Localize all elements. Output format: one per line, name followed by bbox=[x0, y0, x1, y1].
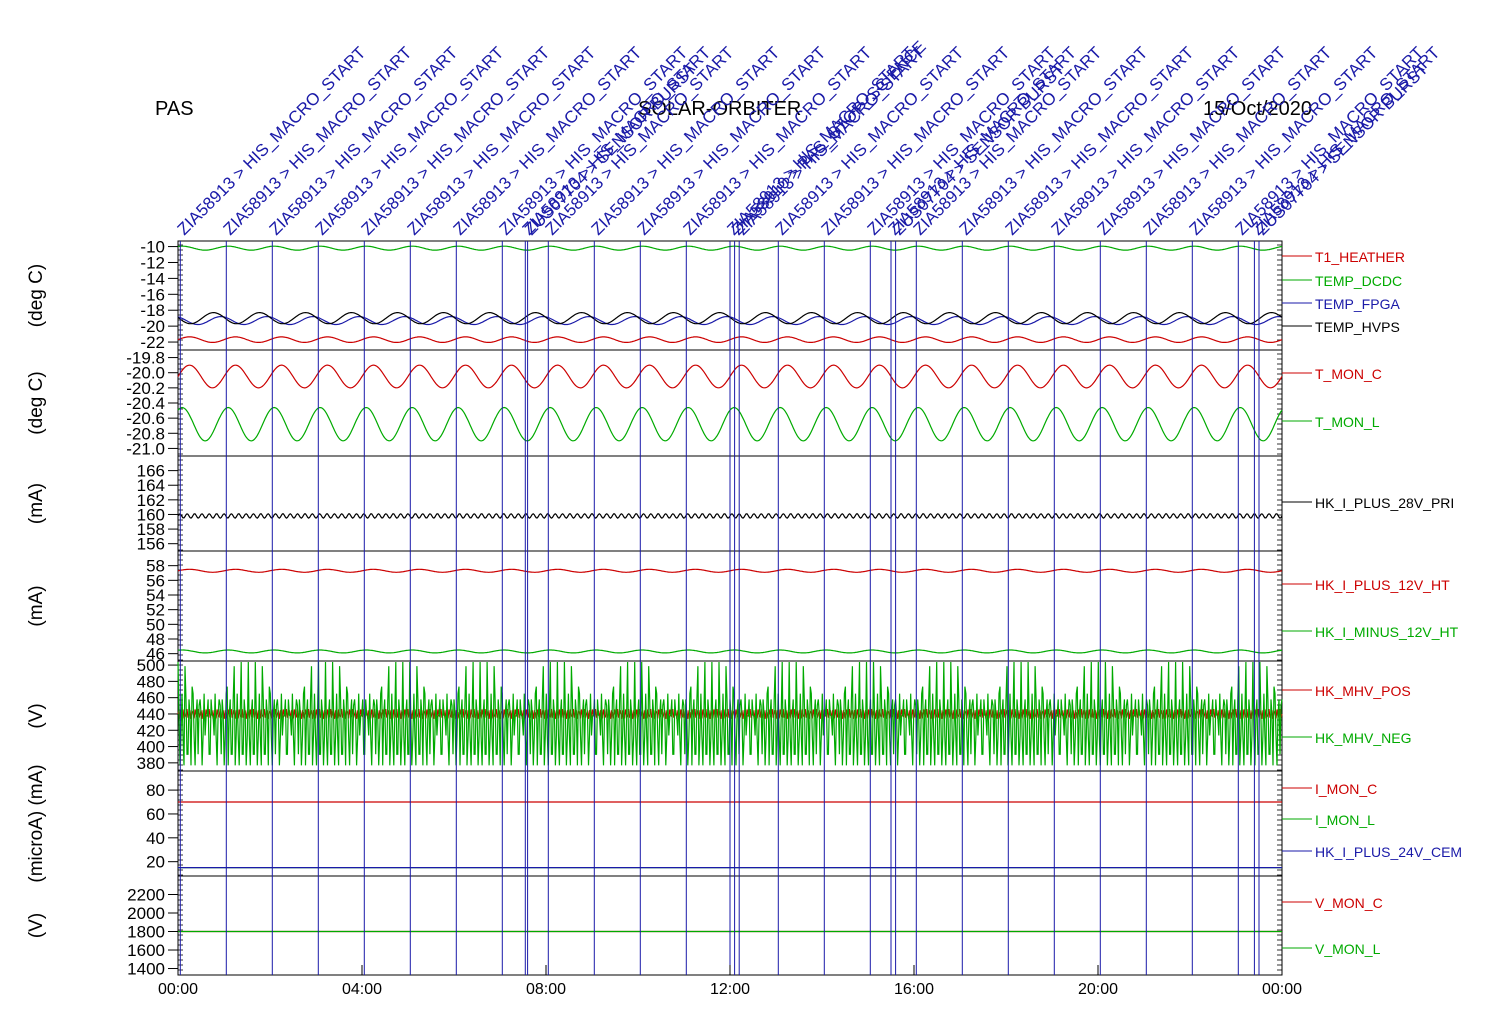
legend-label: TEMP_HVPS bbox=[1315, 319, 1400, 335]
y-tick-label: -18 bbox=[140, 301, 165, 320]
y-axis-label: (microA) (mA) bbox=[26, 764, 47, 882]
y-tick-label: -20.4 bbox=[126, 394, 165, 413]
x-tick-label: 20:00 bbox=[1078, 981, 1118, 998]
y-axis-label: (V) bbox=[26, 913, 47, 938]
y-axis-label: (V) bbox=[26, 703, 47, 728]
y-tick-label: 160 bbox=[137, 505, 165, 524]
legend-label: V_MON_C bbox=[1315, 895, 1383, 911]
x-tick-label: 12:00 bbox=[710, 981, 750, 998]
y-tick-label: -21.0 bbox=[126, 439, 165, 458]
y-tick-label: -16 bbox=[140, 285, 165, 304]
y-tick-label: 164 bbox=[137, 476, 165, 495]
y-axis-label: (mA) bbox=[26, 483, 47, 524]
panel-1: -10-12-14-16-18-20-22 (deg C) T1_HEATHER TE… bbox=[26, 238, 1405, 352]
y-axis-label: (deg C) bbox=[26, 371, 47, 434]
y-tick-label: 480 bbox=[137, 672, 165, 691]
y-tick-label: 2000 bbox=[127, 904, 165, 923]
y-tick-label: -12 bbox=[140, 253, 165, 272]
y-tick-label: 400 bbox=[137, 738, 165, 757]
y-tick-label: 156 bbox=[137, 535, 165, 554]
y-tick-label: -19.8 bbox=[126, 349, 165, 368]
legend-label: V_MON_L bbox=[1315, 941, 1381, 957]
y-tick-label: 80 bbox=[146, 781, 165, 800]
x-tick-label: 00:00 bbox=[1262, 981, 1302, 998]
y-tick-label: 2200 bbox=[127, 886, 165, 905]
legend-label: TEMP_FPGA bbox=[1315, 296, 1400, 312]
y-tick-label: 162 bbox=[137, 491, 165, 510]
legend-label: I_MON_L bbox=[1315, 812, 1375, 828]
legend-label: HK_MHV_NEG bbox=[1315, 730, 1411, 746]
y-tick-label: 54 bbox=[146, 586, 165, 605]
legend-label: TEMP_DCDC bbox=[1315, 273, 1402, 289]
y-tick-label: 52 bbox=[146, 601, 165, 620]
legend-label: HK_I_PLUS_24V_CEM bbox=[1315, 844, 1462, 860]
legend-label: T_MON_L bbox=[1315, 414, 1380, 430]
y-tick-label: 56 bbox=[146, 571, 165, 590]
y-tick-label: 1400 bbox=[127, 960, 165, 979]
y-tick-label: 166 bbox=[137, 462, 165, 481]
y-tick-label: 48 bbox=[146, 630, 165, 649]
legend-label: HK_MHV_POS bbox=[1315, 683, 1411, 699]
legend-label: T1_HEATHER bbox=[1315, 249, 1405, 265]
y-tick-label: -22 bbox=[140, 333, 165, 352]
y-tick-label: 380 bbox=[137, 754, 165, 773]
y-tick-label: -20.2 bbox=[126, 379, 165, 398]
y-tick-label: 50 bbox=[146, 615, 165, 634]
panel-2: -19.8-20.0-20.2-20.4-20.6-20.8-21.0 (deg … bbox=[26, 349, 1382, 459]
x-tick-label: 00:00 bbox=[158, 981, 198, 998]
y-tick-label: 60 bbox=[146, 805, 165, 824]
legend-label: HK_I_PLUS_28V_PRI bbox=[1315, 495, 1454, 511]
x-tick-label: 08:00 bbox=[526, 981, 566, 998]
header-date: 15/Oct/2020 bbox=[1203, 98, 1312, 120]
x-tick-label: 04:00 bbox=[342, 981, 382, 998]
y-tick-label: 58 bbox=[146, 557, 165, 576]
y-tick-label: 1800 bbox=[127, 923, 165, 942]
y-tick-label: 440 bbox=[137, 705, 165, 724]
panel-6: 80 60 40 20 (microA) (mA) I_MON_C I_MON_L HK_I_… bbox=[26, 764, 1462, 882]
y-tick-label: -14 bbox=[140, 269, 165, 288]
y-tick-label: -20.6 bbox=[126, 409, 165, 428]
y-tick-label: 46 bbox=[146, 645, 165, 664]
y-tick-label: 460 bbox=[137, 689, 165, 708]
header-mission: SOLAR-ORBITER bbox=[638, 98, 802, 120]
y-axis-label: (deg C) bbox=[26, 264, 47, 327]
x-axis: 00:00 04:00 08:00 12:00 16:00 20:00 00:00 bbox=[158, 965, 1302, 998]
y-axis-label: (mA) bbox=[26, 585, 47, 626]
y-tick-label: 420 bbox=[137, 721, 165, 740]
x-tick-label: 16:00 bbox=[894, 981, 934, 998]
y-tick-label: 40 bbox=[146, 829, 165, 848]
y-tick-label: 20 bbox=[146, 853, 165, 872]
y-tick-label: -20.0 bbox=[126, 364, 165, 383]
legend-label: I_MON_C bbox=[1315, 781, 1377, 797]
legend-label: HK_I_MINUS_12V_HT bbox=[1315, 624, 1459, 640]
y-tick-label: 500 bbox=[137, 656, 165, 675]
y-tick-label: -20.8 bbox=[126, 424, 165, 443]
header-instrument: PAS bbox=[155, 98, 194, 120]
y-tick-label: -10 bbox=[140, 238, 165, 257]
y-tick-label: 158 bbox=[137, 520, 165, 539]
y-tick-label: -20 bbox=[140, 317, 165, 336]
legend-label: T_MON_C bbox=[1315, 366, 1382, 382]
y-tick-label: 1600 bbox=[127, 941, 165, 960]
legend-label: HK_I_PLUS_12V_HT bbox=[1315, 577, 1450, 593]
